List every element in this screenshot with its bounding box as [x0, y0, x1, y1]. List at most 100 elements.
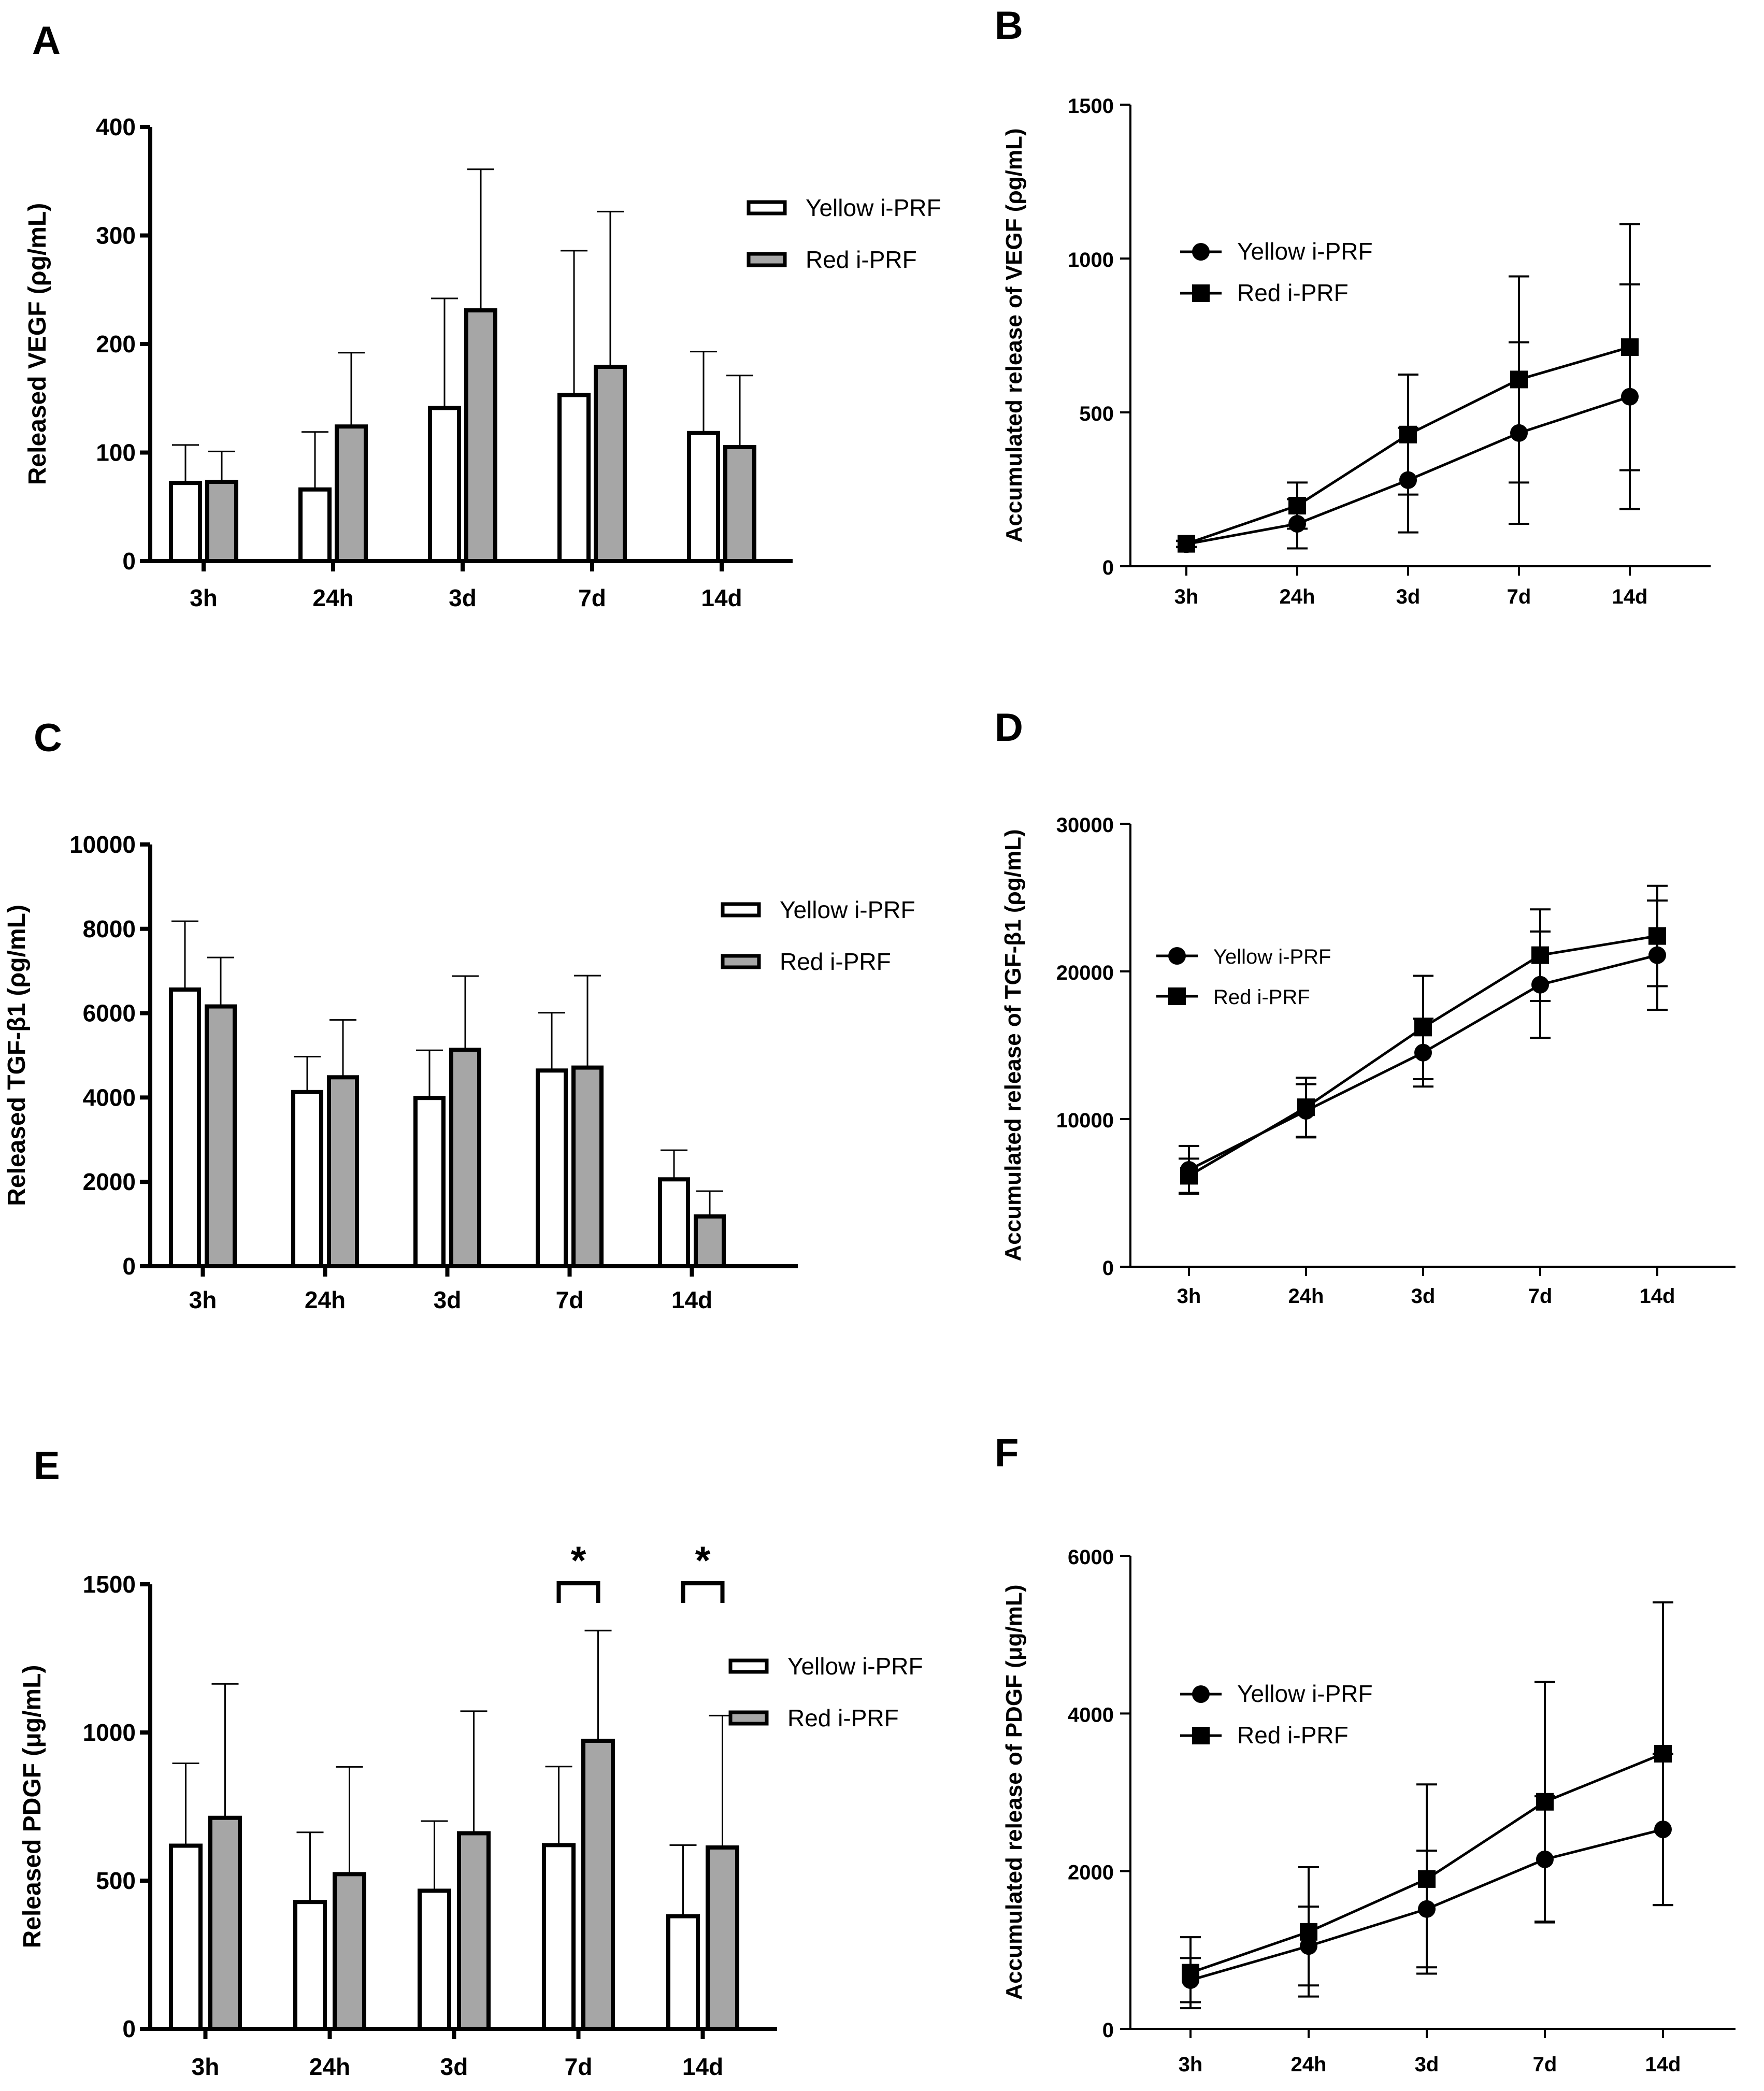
x-tick-label: 24h: [1288, 1285, 1324, 1308]
x-tick-label: 14d: [682, 2053, 723, 2080]
x-tick-label: 14d: [1640, 1285, 1675, 1308]
panel-a: A 0 100 200 300 400 Released VEGF (ρg/mL) 3h 24h…: [24, 19, 941, 611]
legend-label: Yellow i-PRF: [780, 896, 915, 923]
y-tick-label: 1000: [1068, 249, 1114, 271]
error-bar: [561, 250, 587, 395]
panel-letter: D: [995, 706, 1023, 750]
error-bar: [211, 1683, 239, 1818]
x-tick-label: 7d: [556, 1286, 584, 1313]
point-red-7d: [1531, 946, 1549, 964]
y-tick-label: 20000: [1056, 962, 1114, 984]
bar-yellow-3d: [418, 1888, 451, 2031]
y-tick-label: 2000: [83, 1168, 136, 1195]
legend-swatch: [721, 954, 761, 969]
bar-red-24h: [327, 1075, 359, 1268]
error-bar: [669, 1844, 697, 1916]
bar-yellow-24h: [293, 1900, 327, 2031]
bar-red-3h: [205, 1004, 237, 1269]
error-bar: [696, 1190, 723, 1216]
bar-yellow-3h: [169, 481, 202, 563]
x-tick-label: 3h: [192, 2053, 220, 2080]
y-tick-label: 1500: [83, 1571, 136, 1598]
point-red-7d: [1510, 370, 1528, 389]
panel-f: F 0 2000 4000 6000 Accumulated release of PDG…: [995, 1431, 1736, 2076]
point-red-3d: [1399, 425, 1417, 443]
legend-swatch: [728, 1658, 769, 1674]
x-tick-label: 24h: [309, 2053, 350, 2080]
error-bar: [207, 956, 234, 1007]
x-tick-label: 3h: [189, 1286, 217, 1313]
bar-red-7d: [594, 364, 627, 563]
significance-star: *: [571, 1539, 586, 1583]
error-bar: [538, 1012, 565, 1071]
y-axis-label: Accumulated release of PDGF (μg/mL): [1001, 1585, 1027, 2000]
error-bar: [329, 1019, 356, 1078]
error-bar: [338, 352, 365, 427]
y-axis-label: Accumulated release of TGF-β1 (ρg/mL): [1000, 829, 1026, 1261]
legend-swatch: [721, 902, 761, 918]
legend-label: Red i-PRF: [1213, 986, 1310, 1009]
x-tick-label: 24h: [1291, 2053, 1327, 2076]
y-axis-label: Released TGF-β1 (ρg/mL): [3, 905, 31, 1206]
point-red-14d: [1654, 1744, 1672, 1763]
bar-red-3h: [205, 480, 238, 563]
point-red-14d: [1621, 338, 1639, 356]
y-tick-label: 6000: [1068, 1546, 1114, 1569]
y-tick-label: 1000: [83, 1719, 136, 1746]
bar-yellow-14d: [666, 1914, 700, 2031]
panel-letter: C: [34, 716, 62, 760]
bar-red-24h: [335, 424, 368, 563]
panel-letter: A: [32, 19, 61, 63]
error-bar: [296, 1831, 324, 1902]
error-bar: [431, 297, 458, 408]
x-tick-label: 7d: [1507, 585, 1531, 608]
error-bar: [661, 1149, 687, 1180]
bar-yellow-3d: [428, 406, 461, 563]
x-tick-label: 14d: [701, 584, 742, 611]
y-tick-label: 30000: [1056, 814, 1114, 837]
error-bar: [452, 975, 479, 1050]
y-tick-label: 0: [122, 548, 136, 575]
y-tick-label: 300: [96, 222, 136, 249]
point-red-3h: [1178, 535, 1195, 553]
y-tick-label: 0: [122, 2015, 136, 2042]
legend-label: Red i-PRF: [1237, 279, 1349, 306]
error-bar: [172, 444, 199, 483]
legend-label: Yellow i-PRF: [806, 194, 941, 221]
legend-circle-marker: [1192, 1685, 1210, 1703]
bar-red-3d: [449, 1048, 481, 1268]
y-tick-label: 0: [1102, 1257, 1114, 1280]
error-bar: [709, 1714, 736, 1847]
bar-yellow-7d: [557, 393, 591, 564]
point-red-3h: [1182, 1964, 1199, 1982]
y-tick-label: 500: [1079, 403, 1114, 425]
error-bar: [574, 975, 601, 1068]
error-bar: [584, 1629, 612, 1741]
error-bar: [208, 450, 235, 482]
y-tick-label: 0: [1102, 2019, 1114, 2042]
x-tick-label: 14d: [1645, 2053, 1681, 2076]
legend-square-marker: [1192, 1727, 1210, 1744]
error-bar: [416, 1049, 443, 1098]
significance-star: *: [695, 1539, 711, 1583]
bar-yellow-14d: [687, 431, 720, 563]
x-tick-label: 3d: [440, 2053, 468, 2080]
panel-letter: F: [995, 1431, 1019, 1475]
panel-e: E 0 500 1000 1500 Released PDGF (μg/mL) 3h 24h 3…: [19, 1444, 923, 2080]
bar-red-3d: [464, 308, 497, 563]
y-tick-label: 500: [96, 1867, 136, 1894]
y-tick-label: 1500: [1068, 95, 1114, 118]
x-tick-label: 3h: [1179, 2053, 1203, 2076]
x-tick-label: 14d: [671, 1286, 712, 1313]
y-tick-label: 2000: [1068, 1861, 1114, 1884]
legend-square-marker: [1192, 284, 1210, 302]
legend-swatch: [747, 252, 787, 267]
bar-red-7d: [581, 1739, 615, 2031]
error-bar: [336, 1766, 363, 1874]
y-tick-label: 10000: [69, 831, 136, 858]
bar-yellow-3h: [169, 1843, 203, 2031]
x-tick-label: 7d: [565, 2053, 593, 2080]
point-red-3h: [1180, 1167, 1198, 1185]
legend-label: Yellow i-PRF: [1237, 238, 1373, 265]
